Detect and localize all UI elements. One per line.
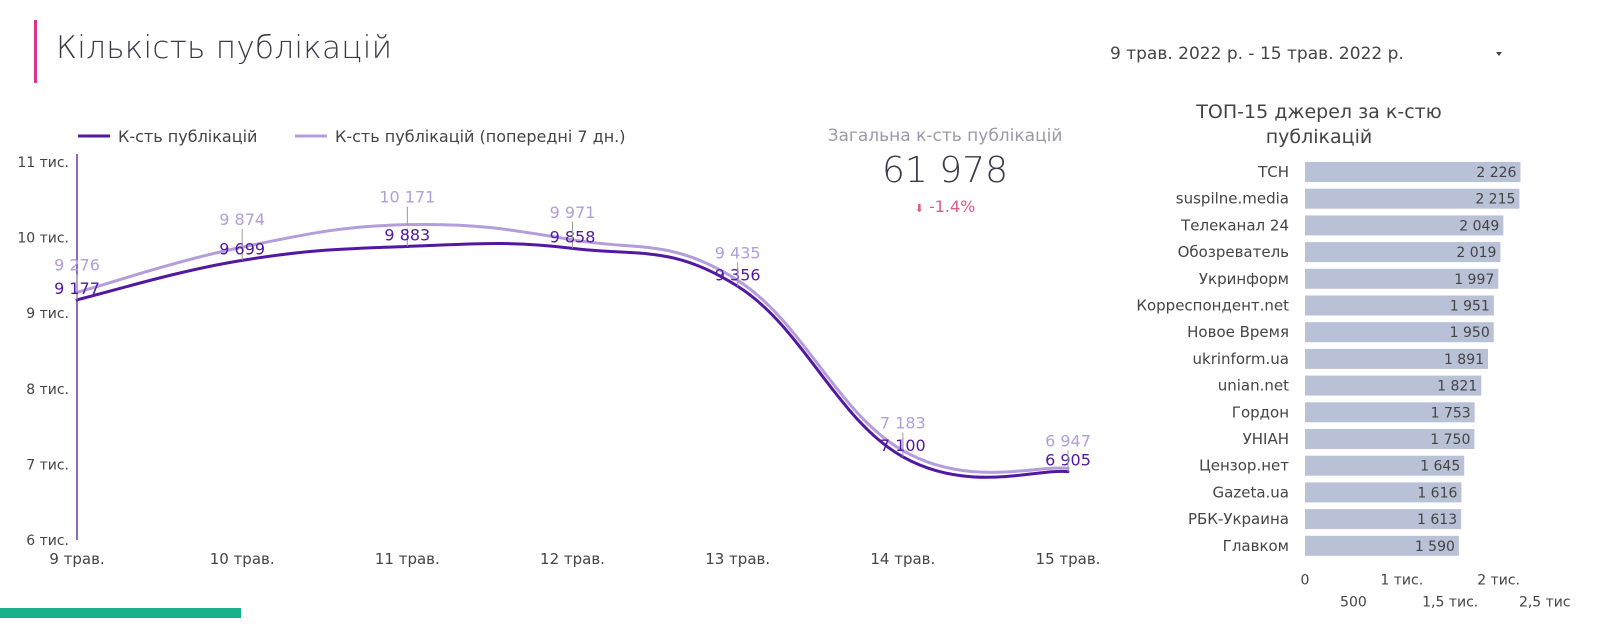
bar-value-label: 1 997 [1454, 272, 1494, 288]
date-range-text: 9 трав. 2022 р. - 15 трав. 2022 р. [1110, 44, 1404, 64]
legend-label: К-сть публікацій [118, 127, 257, 146]
bar [1305, 402, 1475, 423]
bar-category-label: Цензор.нет [1199, 457, 1289, 475]
bar-category-label: Гордон [1232, 403, 1289, 421]
y-tick-label: 6 тис. [26, 533, 69, 549]
bar-category-label: Укринформ [1199, 270, 1289, 288]
bar-value-label: 2 215 [1475, 192, 1515, 208]
y-tick-label: 10 тис. [17, 231, 69, 247]
x-tick-label: 1,5 тис. [1422, 595, 1478, 611]
bar-value-label: 1 616 [1417, 485, 1457, 501]
bar [1305, 375, 1482, 396]
y-tick-label: 8 тис. [26, 382, 69, 398]
bar [1305, 188, 1520, 209]
data-label-previous: 9 971 [550, 203, 596, 222]
bar [1305, 268, 1499, 289]
bar-value-label: 1 590 [1415, 539, 1455, 555]
arrow-down-icon: ⬇ [914, 202, 924, 215]
data-label-current: 9 883 [384, 225, 430, 244]
x-tick-label: 1 тис. [1380, 573, 1423, 589]
total-publications-label: Загальна к-сть публікацій [827, 126, 1063, 146]
x-tick-label: 10 трав. [210, 550, 275, 568]
bar-value-label: 2 019 [1456, 245, 1496, 261]
bar-value-label: 1 645 [1420, 459, 1460, 475]
x-tick-label: 2,5 тис. [1519, 595, 1570, 611]
data-label-previous: 9 874 [219, 210, 265, 229]
y-tick-label: 7 тис. [26, 457, 69, 473]
line-chart: К-сть публікацій К-сть публікацій (попере… [17, 127, 1101, 568]
bar [1305, 348, 1489, 369]
bar-category-label: suspilne.media [1176, 190, 1289, 208]
bar [1305, 242, 1501, 263]
total-change-value: -1.4% [928, 197, 976, 216]
bar-category-label: Gazeta.ua [1213, 483, 1289, 501]
y-tick-label: 11 тис. [17, 155, 69, 171]
data-label-previous: 6 947 [1045, 431, 1091, 450]
bar-category-label: Новое Время [1187, 323, 1289, 341]
page-title: Кількість публікацій [56, 30, 393, 66]
data-label-previous: 9 276 [54, 255, 100, 274]
bar-category-label: Обозреватель [1178, 243, 1289, 261]
x-tick-label: 12 трав. [540, 550, 605, 568]
x-tick-label: 2 тис. [1477, 573, 1520, 589]
data-label-previous: 9 435 [715, 243, 761, 262]
total-change: ⬇ -1.4% [820, 197, 1070, 216]
bar-value-label: 1 753 [1431, 405, 1471, 421]
bar [1305, 322, 1494, 343]
x-tick-label: 11 трав. [375, 550, 440, 568]
x-tick-label: 13 трав. [705, 550, 770, 568]
chart-title-line-1: ТОП-15 джерел за к-стю [1195, 101, 1441, 123]
bar [1305, 535, 1459, 556]
bar [1305, 215, 1504, 236]
x-tick-label: 14 трав. [870, 550, 935, 568]
title-accent-bar [34, 20, 37, 83]
chart-legend: К-сть публікацій К-сть публікацій (попере… [78, 127, 626, 146]
x-tick-label: 9 трав. [49, 550, 104, 568]
bar [1305, 429, 1475, 449]
data-label-previous: 10 171 [379, 188, 435, 207]
bar [1305, 455, 1465, 476]
bar-category-label: РБК-Украина [1188, 510, 1289, 528]
bottom-accent-bar [0, 608, 241, 618]
data-label-previous: 7 183 [880, 414, 926, 433]
bar-value-label: 2 049 [1459, 218, 1499, 234]
bar [1305, 482, 1462, 503]
bar-category-label: Главком [1223, 537, 1289, 555]
bar-category-label: УНІАН [1243, 430, 1289, 448]
bar-value-label: 1 750 [1430, 432, 1470, 448]
bar-value-label: 1 951 [1450, 299, 1490, 315]
data-label-current: 9 699 [219, 239, 265, 258]
y-tick-label: 9 тис. [26, 306, 69, 322]
bar-category-label: Телеканал 24 [1180, 216, 1289, 234]
bar [1305, 295, 1494, 316]
bar-value-label: 2 226 [1476, 165, 1516, 181]
top-sources-bar-chart: ТОП-15 джерел за к-стю публікацій ТСН 2 226… [1136, 101, 1570, 611]
bar-value-label: 1 891 [1444, 352, 1484, 368]
date-range-selector[interactable]: 9 трав. 2022 р. - 15 трав. 2022 р. [1110, 40, 1530, 70]
x-tick-label: 0 [1301, 573, 1310, 589]
x-tick-label: 500 [1340, 595, 1367, 611]
legend-label: К-сть публікацій (попередні 7 дн.) [335, 127, 626, 146]
bar-category-label: ТСН [1257, 163, 1289, 181]
bar-category-label: ukrinform.ua [1193, 350, 1289, 368]
bar [1305, 162, 1521, 182]
bar [1305, 509, 1462, 530]
bar-value-label: 1 821 [1437, 379, 1477, 395]
chevron-down-icon [1496, 52, 1502, 56]
bar-category-label: Корреспондент.net [1136, 297, 1289, 315]
total-publications-value: 61 978 [882, 150, 1008, 191]
bar-value-label: 1 950 [1450, 325, 1490, 341]
bar-value-label: 1 613 [1417, 512, 1457, 528]
x-tick-label: 15 трав. [1036, 550, 1101, 568]
bar-category-label: unian.net [1218, 377, 1289, 395]
chart-title-line-2: публікацій [1266, 126, 1373, 148]
